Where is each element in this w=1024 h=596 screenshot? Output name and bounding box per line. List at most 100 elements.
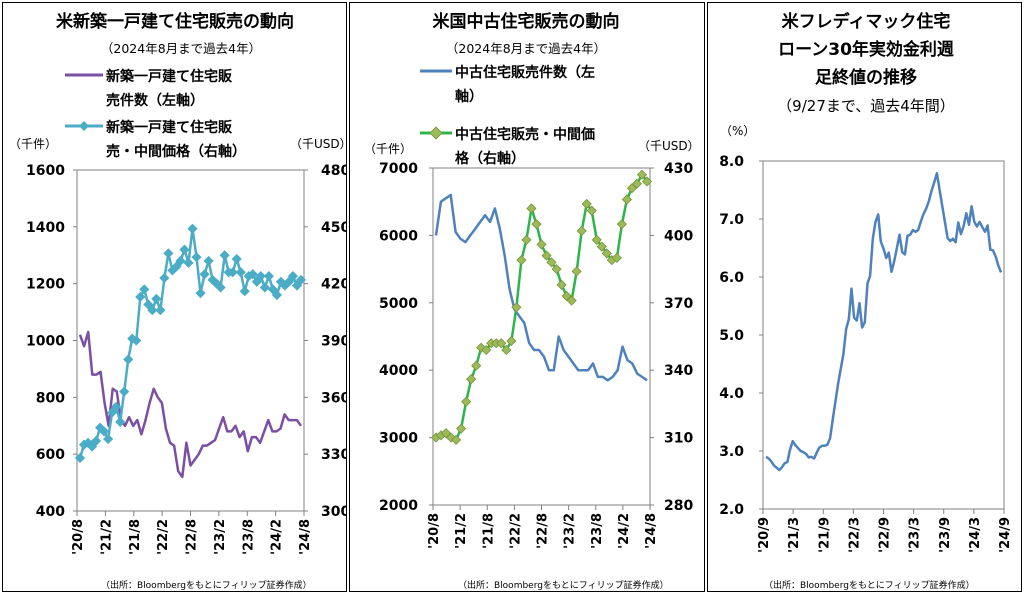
right-axis-tick-label: 310 [664, 431, 693, 447]
data-point [291, 280, 303, 291]
left-axis-unit: （%） [720, 124, 755, 138]
data-point [461, 396, 472, 407]
x-axis-tick-label: '20/8 [71, 519, 86, 555]
data-point [456, 423, 467, 434]
data-point [271, 289, 282, 301]
data-point [576, 225, 587, 236]
mortgage-rate-panel: 米フレディマック住宅 ローン30年実効金利週 足終値の推移 （9/27まで、過去… [707, 2, 1022, 592]
data-point [581, 198, 592, 210]
data-point [506, 335, 517, 347]
chart-subtitle: （2024年8月まで過去4年） [446, 41, 606, 56]
data-point [107, 407, 118, 418]
data-point [191, 252, 202, 263]
left-axis-unit: （千件） [9, 137, 57, 151]
left-axis-tick-label: 6.0 [719, 270, 744, 286]
data-point [571, 266, 582, 277]
data-point [131, 335, 142, 346]
data-point [551, 264, 562, 275]
x-axis-tick-label: '24/9 [998, 517, 1013, 553]
data-point [91, 435, 102, 446]
data-point [556, 279, 567, 290]
data-point [219, 250, 230, 261]
series-line [78, 330, 303, 479]
chart-title-line-2: ローン30年実効金利週 [778, 39, 954, 60]
x-axis-tick-label: '21/9 [817, 517, 832, 553]
source-note: （出所：Bloombergをもとにフィリップ証券作成） [101, 579, 312, 591]
x-axis-tick-label: '22/9 [878, 517, 893, 553]
data-point [516, 255, 527, 266]
data-point [183, 257, 194, 268]
data-point [247, 269, 258, 280]
x-axis-tick-label: '21/2 [454, 513, 469, 549]
data-point [227, 267, 238, 278]
right-axis-tick-label: 450 [321, 220, 347, 236]
right-axis-tick-label: 480 [321, 163, 347, 179]
left-axis-tick-label: 8.0 [719, 154, 744, 170]
existing-home-sales-chart: 米国中古住宅販売の動向 （2024年8月まで過去4年） 中古住宅販売件数（左 軸… [364, 11, 700, 591]
right-axis-tick-label: 390 [321, 334, 347, 350]
data-point [466, 374, 477, 385]
data-point [151, 293, 162, 304]
mortgage-rate-chart: 米フレディマック住宅 ローン30年実効金利週 足終値の推移 （9/27まで、過去… [719, 11, 1013, 591]
x-axis-tick-label: '23/8 [590, 513, 605, 549]
data-point [616, 219, 627, 230]
legend-label-price-1: 新築一戸建て住宅販 [106, 119, 233, 136]
data-point [451, 434, 462, 445]
data-point [283, 276, 295, 287]
source-note: （出所：Bloombergをもとにフィリップ証券作成） [458, 579, 669, 591]
data-point [119, 386, 130, 397]
data-point [159, 272, 170, 284]
right-axis-tick-label: 340 [664, 363, 693, 379]
data-point [601, 248, 612, 259]
data-point [631, 178, 643, 189]
data-point [259, 282, 270, 293]
legend-marker-price [429, 126, 443, 140]
data-point [586, 205, 597, 216]
chart-subtitle: （2024年8月まで過去4年） [101, 41, 261, 56]
right-axis-tick-label: 360 [321, 390, 347, 406]
x-axis-tick-label: '24/8 [644, 513, 659, 549]
legend-label-price-1: 中古住宅販売・中間価 [455, 126, 595, 143]
x-axis-tick-label: '23/2 [563, 513, 578, 549]
left-axis-tick-label: 3.0 [719, 444, 744, 460]
left-axis-tick-label: 1400 [26, 220, 65, 236]
data-point [263, 271, 274, 282]
x-axis-tick-label: '22/2 [508, 513, 523, 549]
data-point [471, 360, 482, 371]
left-axis-tick-label: 1200 [26, 277, 65, 293]
data-point [511, 302, 522, 313]
data-point [163, 248, 174, 259]
x-axis-tick-label: '22/8 [536, 513, 551, 549]
data-point [143, 299, 154, 310]
chart-title: 米新築一戸建て住宅販売の動向 [56, 11, 294, 32]
chart-title-line-3: 足終値の推移 [815, 67, 917, 88]
data-point [123, 354, 134, 365]
data-point [203, 255, 214, 266]
left-axis-tick-label: 1000 [26, 334, 65, 350]
x-axis-tick-label: '24/3 [968, 517, 983, 553]
data-point [251, 276, 262, 287]
data-point [231, 253, 242, 265]
legend-label-price-2: 格（右軸） [455, 150, 525, 167]
data-point [179, 244, 190, 255]
left-axis-tick-label: 1600 [26, 163, 65, 179]
data-point [139, 284, 150, 295]
right-axis-tick-label: 430 [664, 161, 693, 177]
x-axis-tick-label: '22/8 [185, 519, 200, 555]
right-axis-tick-label: 280 [664, 498, 693, 514]
chart-subtitle: （9/27まで、過去4年間） [777, 97, 955, 115]
data-point [521, 234, 532, 245]
left-axis-unit: （千件） [364, 142, 412, 156]
data-point [235, 267, 246, 278]
left-axis-tick-label: 5000 [379, 296, 418, 312]
data-point [111, 401, 122, 412]
data-point [115, 416, 126, 428]
data-point [155, 305, 166, 316]
new-home-sales-panel: 米新築一戸建て住宅販売の動向 （2024年8月まで過去4年） 新築一戸建て住宅販… [2, 2, 347, 592]
x-axis-tick-label: '24/8 [298, 519, 313, 555]
data-point [501, 344, 512, 356]
right-axis-tick-label: 300 [321, 504, 347, 520]
chart-title-line-1: 米フレディマック住宅 [782, 11, 951, 32]
x-axis-tick-label: '23/8 [241, 519, 256, 555]
data-point [175, 255, 186, 266]
